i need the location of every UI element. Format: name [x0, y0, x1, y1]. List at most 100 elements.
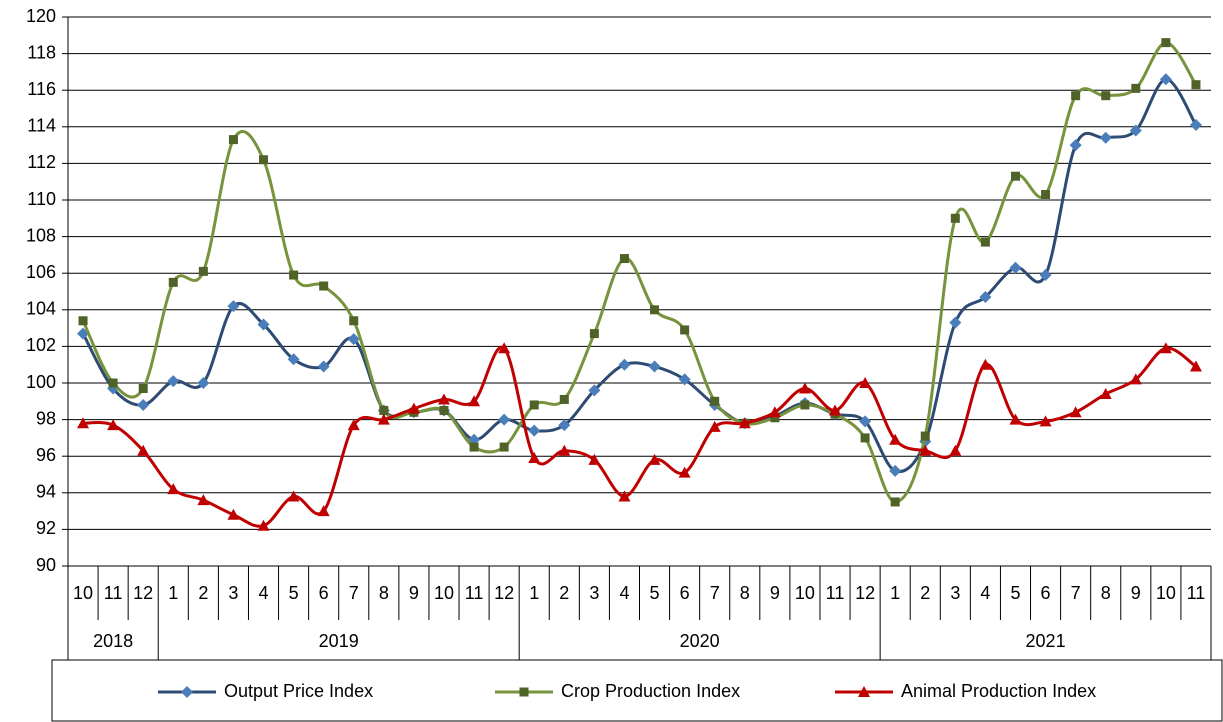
data-point [859, 415, 872, 428]
data-point [1069, 139, 1082, 152]
data-point [469, 442, 479, 452]
x-tick-label: 7 [710, 583, 720, 603]
x-tick-label: 11 [465, 583, 484, 603]
x-tick-label: 1 [890, 583, 900, 603]
y-tick-label: 106 [26, 262, 56, 282]
data-point [439, 405, 449, 415]
data-point [108, 378, 118, 388]
y-tick-label: 118 [27, 42, 56, 62]
data-point [889, 433, 902, 445]
data-point [468, 395, 481, 407]
x-tick-label: 8 [740, 583, 750, 603]
y-tick-label: 114 [27, 116, 56, 136]
x-tick-label: 2 [920, 583, 930, 603]
data-point [680, 325, 690, 335]
x-tick-label: 5 [1010, 583, 1020, 603]
y-tick-label: 90 [36, 555, 56, 575]
data-point [949, 316, 962, 329]
data-point [829, 404, 842, 416]
x-tick-label: 6 [1041, 583, 1051, 603]
data-point [648, 360, 661, 373]
data-point [528, 424, 541, 437]
y-tick-label: 108 [26, 225, 56, 245]
data-point [949, 444, 962, 456]
x-tick-label: 3 [228, 583, 238, 603]
data-point [317, 360, 330, 373]
data-point [1159, 73, 1172, 86]
data-point [1131, 83, 1141, 93]
data-point [1101, 91, 1111, 101]
data-point [588, 453, 601, 465]
year-label: 2020 [680, 631, 720, 651]
x-tick-label: 2 [559, 583, 569, 603]
data-point [558, 444, 571, 456]
data-point [168, 277, 178, 287]
data-point [107, 419, 120, 431]
y-tick-label: 110 [27, 189, 56, 209]
y-tick-label: 96 [36, 445, 56, 465]
x-tick-label: 2 [198, 583, 208, 603]
data-point [347, 333, 360, 346]
data-point [137, 398, 150, 411]
y-tick-label: 100 [26, 372, 56, 392]
data-point [1039, 415, 1052, 427]
data-point [377, 413, 390, 425]
data-point [77, 417, 90, 429]
data-point [589, 329, 599, 339]
y-tick-label: 116 [27, 79, 56, 99]
data-point [860, 433, 870, 443]
data-point [919, 444, 932, 456]
data-point [708, 420, 721, 432]
x-tick-label: 9 [770, 583, 780, 603]
data-point [1069, 406, 1082, 418]
data-point [287, 353, 300, 366]
x-tick-label: 9 [409, 583, 419, 603]
data-point [287, 490, 300, 502]
data-point [1129, 124, 1142, 137]
data-point [1189, 118, 1202, 131]
year-label: 2021 [1026, 631, 1066, 651]
data-point [678, 373, 691, 386]
data-point [650, 305, 660, 315]
year-label: 2019 [319, 631, 359, 651]
data-point [979, 290, 992, 303]
data-point [950, 213, 960, 223]
data-point [138, 383, 148, 393]
x-tick-label: 4 [259, 583, 269, 603]
data-point [798, 382, 811, 394]
data-point [407, 402, 420, 414]
legend-marker [519, 687, 529, 697]
x-tick-label: 3 [589, 583, 599, 603]
data-point [167, 375, 180, 388]
x-tick-label: 10 [1156, 583, 1176, 603]
data-point [738, 417, 751, 429]
x-tick-label: 7 [349, 583, 359, 603]
data-point [319, 281, 329, 291]
x-tick-label: 10 [795, 583, 815, 603]
x-tick-label: 1 [168, 583, 178, 603]
data-point [768, 406, 781, 418]
data-point [1189, 360, 1202, 372]
y-tick-label: 102 [26, 335, 56, 355]
x-tick-label: 8 [1101, 583, 1111, 603]
data-point [678, 466, 691, 478]
data-point [648, 453, 661, 465]
data-point [498, 342, 511, 354]
data-point [618, 358, 631, 371]
data-point [859, 377, 872, 388]
data-point [137, 444, 150, 456]
x-tick-label: 12 [494, 583, 514, 603]
data-point [317, 505, 330, 517]
data-point [710, 396, 720, 406]
data-point [1161, 38, 1171, 48]
data-point [529, 400, 539, 410]
legend-label: Animal Production Index [901, 681, 1096, 701]
data-point [890, 497, 900, 507]
data-point [227, 508, 240, 520]
data-point [1009, 413, 1022, 425]
x-tick-label: 4 [980, 583, 990, 603]
year-label: 2018 [93, 631, 133, 651]
data-point [167, 483, 180, 495]
